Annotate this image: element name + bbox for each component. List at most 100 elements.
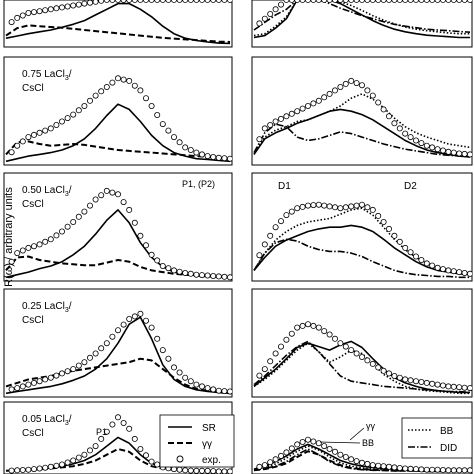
exp-point <box>396 0 403 3</box>
exp-point <box>353 80 360 87</box>
panel-right-4: γγ BB <box>251 401 473 474</box>
exp-point <box>42 238 49 245</box>
exp-point <box>165 355 172 362</box>
plot-area <box>253 77 472 158</box>
exp-point <box>204 385 211 392</box>
exp-point <box>30 243 37 250</box>
exp-point <box>315 201 322 208</box>
exp-point <box>407 377 414 384</box>
exp-point <box>198 467 205 474</box>
exp-point <box>47 374 54 381</box>
exp-point <box>98 192 105 199</box>
exp-point <box>126 77 133 84</box>
legend-left-box <box>159 414 235 468</box>
exp-point <box>412 466 419 473</box>
exp-point <box>288 330 295 337</box>
exp-point <box>256 372 263 379</box>
exp-point <box>331 335 338 342</box>
exp-point <box>75 107 82 114</box>
annotation-bb: BB <box>362 438 374 448</box>
exp-point <box>375 462 382 469</box>
exp-point <box>272 6 279 13</box>
exp-point <box>137 445 144 452</box>
exp-point <box>450 383 457 390</box>
exp-point <box>75 213 82 220</box>
exp-point <box>315 440 322 447</box>
exp-point <box>14 250 21 257</box>
exp-point <box>418 140 425 147</box>
peak-label: P1 <box>96 427 107 437</box>
exp-point <box>215 0 222 3</box>
exp-point <box>364 204 371 211</box>
exp-point <box>450 467 457 474</box>
exp-point <box>30 466 37 473</box>
plot-area <box>253 436 472 474</box>
series-sr-line <box>253 340 470 394</box>
exp-point <box>294 0 301 3</box>
exp-point <box>353 202 360 209</box>
exp-point <box>467 151 472 158</box>
exp-point <box>8 467 15 474</box>
exp-point <box>380 106 387 113</box>
exp-point <box>148 251 155 258</box>
exp-point <box>380 218 387 225</box>
exp-point <box>42 464 49 471</box>
exp-point <box>283 449 290 456</box>
exp-point <box>36 241 43 248</box>
exp-point <box>326 0 333 3</box>
exp-point <box>187 270 194 277</box>
exp-point <box>375 99 382 106</box>
exp-point <box>8 386 15 393</box>
panel-frame <box>251 288 473 398</box>
exp-point <box>439 466 446 473</box>
exp-point <box>199 0 205 3</box>
exp-point <box>98 88 105 95</box>
panel-frame <box>251 56 473 166</box>
exp-point <box>396 464 403 471</box>
exp-point <box>288 0 295 3</box>
exp-point <box>137 310 144 317</box>
exp-point <box>154 112 161 119</box>
exp-point <box>70 218 77 225</box>
exp-point <box>126 315 133 322</box>
composition-label-line2: CsCl <box>22 315 44 326</box>
exp-point <box>87 97 94 104</box>
exp-point <box>294 441 301 448</box>
exp-point <box>42 7 49 14</box>
exp-point <box>310 0 317 3</box>
exp-point <box>412 137 419 144</box>
exp-point <box>215 273 222 280</box>
exp-point <box>75 1 82 8</box>
series-gg-line <box>5 140 231 160</box>
exp-point <box>227 388 232 395</box>
exp-point <box>391 0 398 3</box>
exp-point <box>418 466 425 473</box>
exp-point <box>36 8 43 15</box>
exp-point <box>369 462 376 469</box>
composition-label: 0.50 LaCl3/ <box>22 185 72 198</box>
exp-point <box>59 118 66 125</box>
exp-point <box>342 453 349 460</box>
exp-point <box>326 445 333 452</box>
exp-point <box>98 345 105 352</box>
exp-point <box>92 443 99 450</box>
exp-point <box>165 0 172 3</box>
series-did-line <box>253 238 470 279</box>
exp-point <box>375 212 382 219</box>
exp-point <box>59 370 66 377</box>
exp-point <box>215 154 222 161</box>
exp-point <box>210 272 217 279</box>
exp-point <box>47 125 54 132</box>
exp-point <box>369 92 376 99</box>
exp-point <box>283 336 290 343</box>
exp-point <box>439 382 446 389</box>
composition-label-line2: CsCl <box>22 83 44 94</box>
panel-frame <box>251 0 473 48</box>
exp-point <box>115 0 121 3</box>
exp-point <box>348 456 355 463</box>
exp-point <box>221 0 228 3</box>
exp-point <box>176 0 183 3</box>
exp-point <box>439 147 446 154</box>
exp-point <box>423 379 430 386</box>
exp-point <box>193 381 200 388</box>
